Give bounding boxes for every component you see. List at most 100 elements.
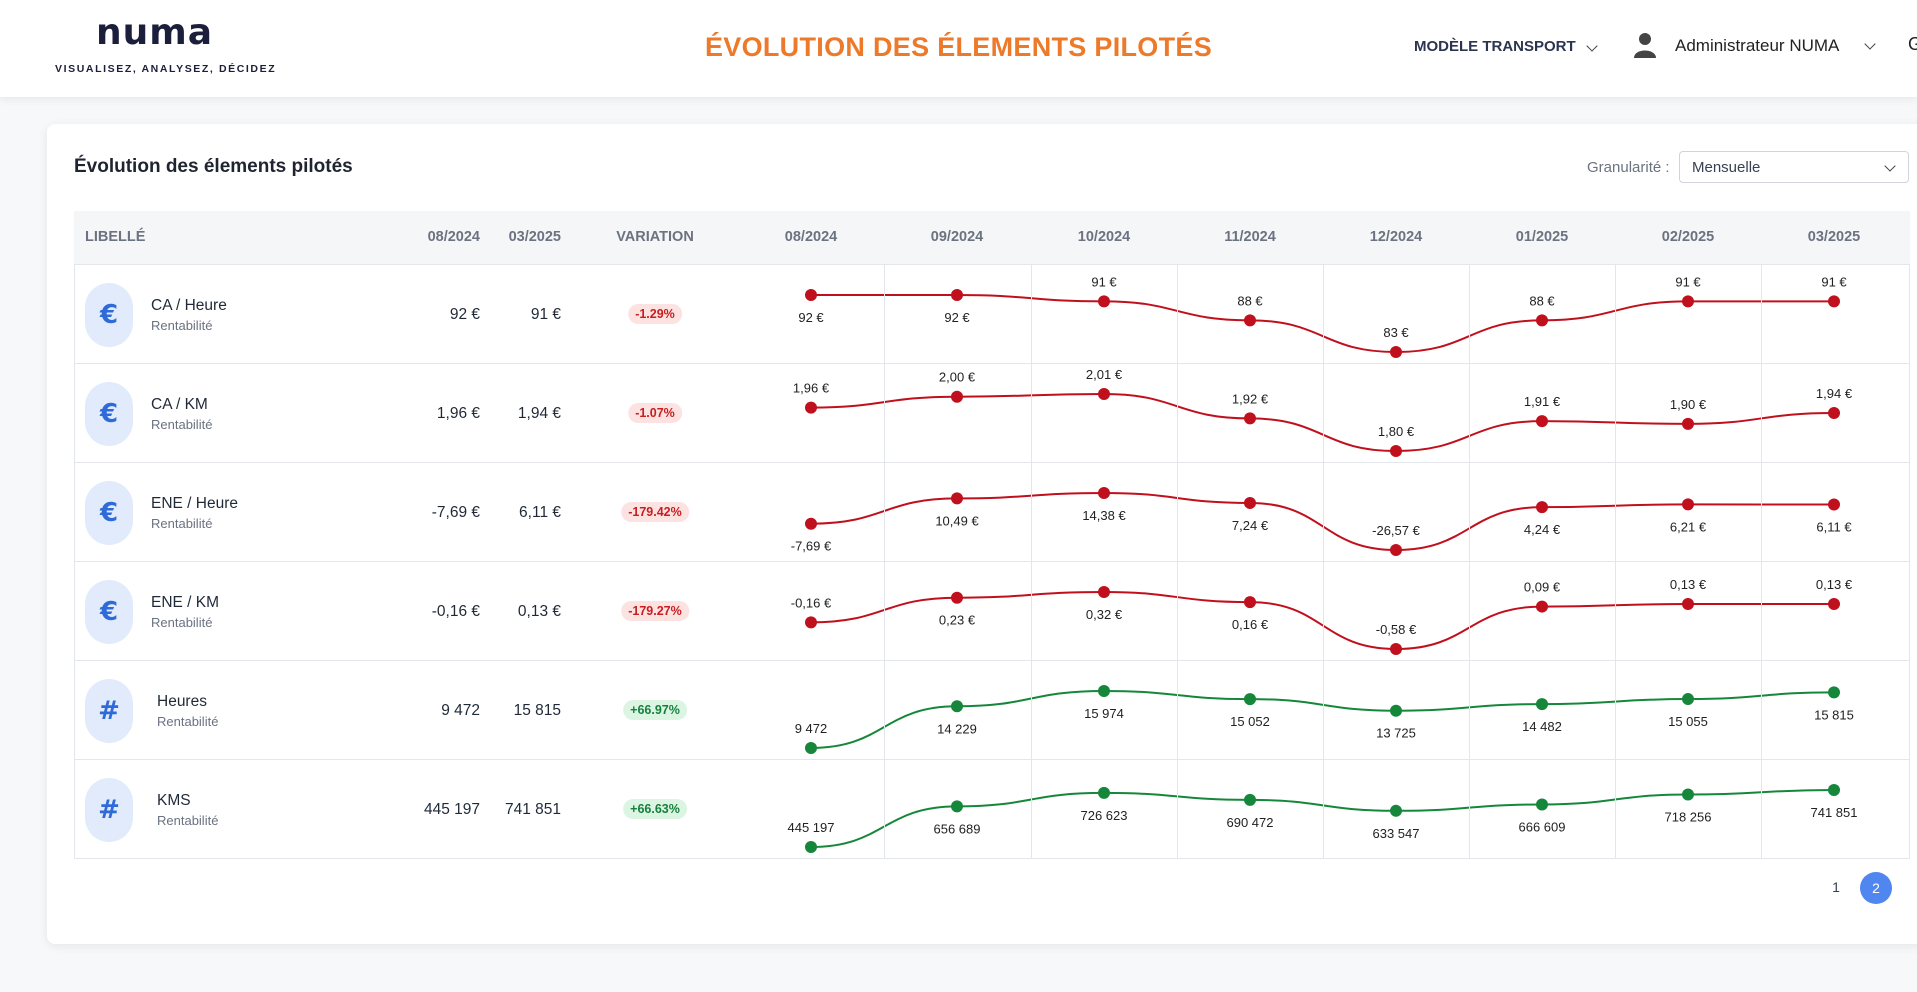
row-label: Heures — [157, 692, 207, 710]
data-point[interactable] — [951, 800, 963, 813]
data-point[interactable] — [1682, 295, 1694, 308]
data-point[interactable] — [1536, 501, 1548, 514]
header-variation[interactable]: VARIATION — [616, 229, 694, 245]
end-value: 6,11 € — [519, 503, 561, 521]
data-point[interactable] — [951, 390, 963, 403]
header-month[interactable]: 11/2024 — [1224, 229, 1276, 245]
data-point[interactable] — [1098, 586, 1110, 598]
data-point[interactable] — [1828, 784, 1840, 796]
data-point[interactable] — [1536, 798, 1548, 811]
data-point[interactable] — [1390, 643, 1402, 655]
data-point[interactable] — [1098, 685, 1110, 697]
row-divider — [74, 363, 1910, 364]
data-point[interactable] — [1828, 295, 1840, 308]
header-end[interactable]: 03/2025 — [508, 229, 561, 245]
data-point[interactable] — [1828, 498, 1840, 511]
end-value: 1,94 € — [517, 404, 561, 422]
data-point[interactable] — [1536, 415, 1548, 428]
variation-badge: +66.63% — [623, 798, 687, 819]
data-point[interactable] — [805, 517, 817, 530]
data-point[interactable] — [1244, 412, 1256, 425]
data-point[interactable] — [1536, 600, 1548, 613]
data-point[interactable] — [951, 591, 963, 604]
data-point[interactable] — [1244, 596, 1256, 609]
data-point[interactable] — [1244, 496, 1256, 509]
column-divider — [1323, 265, 1324, 858]
row-label: ENE / KM — [151, 593, 220, 611]
data-point[interactable] — [805, 742, 817, 754]
evolution-table — [74, 211, 1910, 859]
data-point[interactable] — [1098, 295, 1110, 308]
data-point[interactable] — [1828, 598, 1840, 611]
variation-badge: -179.27% — [621, 600, 689, 621]
data-point[interactable] — [1536, 698, 1548, 711]
row-divider — [74, 759, 1910, 760]
model-selector[interactable]: MODÈLE TRANSPORT — [1414, 38, 1576, 55]
data-point[interactable] — [951, 700, 963, 713]
data-point[interactable] — [805, 289, 817, 301]
data-point[interactable] — [1244, 793, 1256, 806]
hash-icon: # — [85, 777, 133, 842]
granularity-select[interactable]: Mensuelle — [1679, 151, 1909, 183]
user-icon[interactable] — [1634, 32, 1656, 58]
row-category: Rentabilité — [151, 416, 213, 432]
data-point[interactable] — [1098, 487, 1110, 499]
column-divider — [1031, 265, 1032, 858]
data-point[interactable] — [1682, 598, 1694, 611]
data-point[interactable] — [805, 401, 817, 414]
data-point[interactable] — [1390, 804, 1402, 817]
end-value: 0,13 € — [517, 602, 561, 620]
header-month[interactable]: 03/2025 — [1807, 229, 1861, 245]
granularity-label: Granularité : — [1587, 159, 1670, 176]
header-month[interactable]: 08/2024 — [784, 229, 838, 245]
column-divider — [884, 265, 885, 858]
card-title: Évolution des élements pilotés — [74, 156, 353, 177]
variation-badge: +66.97% — [623, 699, 687, 720]
page-1-button[interactable]: 1 — [1832, 879, 1840, 895]
data-point[interactable] — [951, 289, 963, 301]
data-point[interactable] — [1682, 417, 1694, 430]
header-month[interactable]: 12/2024 — [1369, 229, 1423, 245]
page-title: ÉVOLUTION DES ÉLEMENTS PILOTÉS — [704, 32, 1213, 62]
row-divider — [74, 858, 1910, 859]
variation-badge: -1.07% — [628, 402, 682, 423]
data-point[interactable] — [1682, 498, 1694, 511]
euro-icon: € — [85, 579, 133, 644]
header-month[interactable]: 01/2025 — [1515, 229, 1569, 245]
data-point[interactable] — [1390, 445, 1402, 457]
euro-icon: € — [85, 381, 133, 446]
header-start[interactable]: 08/2024 — [427, 229, 480, 245]
data-point[interactable] — [1828, 407, 1840, 419]
toolbar-edge-item[interactable]: G — [1908, 34, 1917, 54]
data-point[interactable] — [1244, 693, 1256, 706]
data-point[interactable] — [1098, 388, 1110, 400]
table-header — [74, 211, 1910, 265]
header-month[interactable]: 10/2024 — [1077, 229, 1131, 245]
chevron-down-icon — [1884, 160, 1896, 172]
data-point[interactable] — [1390, 544, 1402, 556]
data-point[interactable] — [951, 492, 963, 505]
data-point[interactable] — [1682, 788, 1694, 801]
data-point[interactable] — [1536, 314, 1548, 327]
data-point[interactable] — [1828, 686, 1840, 699]
header-month[interactable]: 09/2024 — [930, 229, 984, 245]
user-menu[interactable]: Administrateur NUMA — [1675, 36, 1840, 55]
data-point[interactable] — [1098, 786, 1110, 799]
column-divider — [1615, 265, 1616, 858]
header-label[interactable]: LIBELLÉ — [85, 229, 146, 245]
data-point[interactable] — [1244, 314, 1256, 327]
logo[interactable]: numa — [96, 12, 214, 53]
row-category: Rentabilité — [157, 713, 219, 729]
data-point[interactable] — [1682, 693, 1694, 706]
start-value: 9 472 — [441, 701, 480, 719]
header-month[interactable]: 02/2025 — [1661, 229, 1715, 245]
page-2-button[interactable]: 2 — [1860, 872, 1892, 904]
data-point[interactable] — [1390, 704, 1402, 717]
hash-icon: # — [85, 678, 133, 743]
data-point[interactable] — [805, 841, 817, 853]
row-divider — [74, 660, 1910, 661]
data-point[interactable] — [1390, 346, 1402, 358]
row-label: KMS — [157, 791, 191, 809]
data-point[interactable] — [805, 616, 817, 629]
start-value: 445 197 — [423, 800, 480, 818]
